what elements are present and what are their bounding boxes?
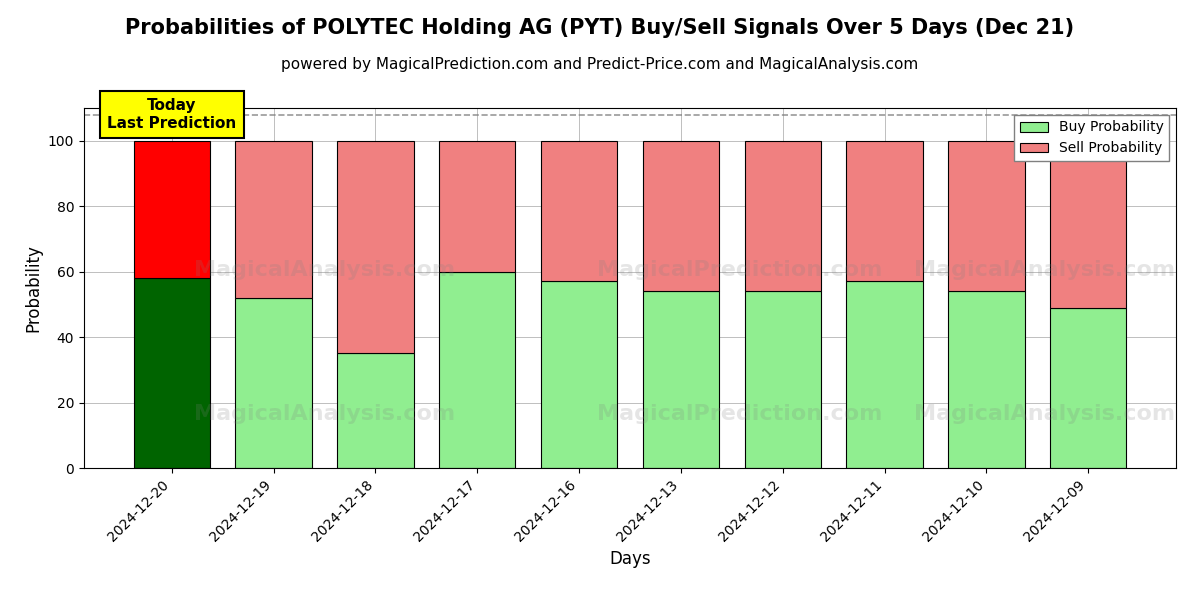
Text: MagicalPrediction.com: MagicalPrediction.com [596,260,882,280]
X-axis label: Days: Days [610,550,650,568]
Text: Today
Last Prediction: Today Last Prediction [107,98,236,131]
Text: powered by MagicalPrediction.com and Predict-Price.com and MagicalAnalysis.com: powered by MagicalPrediction.com and Pre… [281,57,919,72]
Bar [948,291,1025,468]
Bar [1050,141,1127,308]
Bar [846,281,923,468]
Text: MagicalAnalysis.com: MagicalAnalysis.com [914,260,1176,280]
Text: MagicalPrediction.com: MagicalPrediction.com [596,404,882,424]
Bar [133,278,210,468]
Bar [337,141,414,353]
Bar [439,141,516,272]
Bar [1050,308,1127,468]
Text: MagicalAnalysis.com: MagicalAnalysis.com [193,404,455,424]
Text: MagicalAnalysis.com: MagicalAnalysis.com [914,404,1176,424]
Bar [744,141,821,291]
Bar [235,298,312,468]
Bar [133,141,210,278]
Bar [643,291,719,468]
Text: Probabilities of POLYTEC Holding AG (PYT) Buy/Sell Signals Over 5 Days (Dec 21): Probabilities of POLYTEC Holding AG (PYT… [126,18,1074,38]
Y-axis label: Probability: Probability [24,244,42,332]
Bar [744,291,821,468]
Legend: Buy Probability, Sell Probability: Buy Probability, Sell Probability [1014,115,1169,161]
Bar [541,141,617,281]
Bar [541,281,617,468]
Bar [337,353,414,468]
Bar [948,141,1025,291]
Text: MagicalAnalysis.com: MagicalAnalysis.com [193,260,455,280]
Bar [439,272,516,468]
Bar [643,141,719,291]
Bar [235,141,312,298]
Bar [846,141,923,281]
